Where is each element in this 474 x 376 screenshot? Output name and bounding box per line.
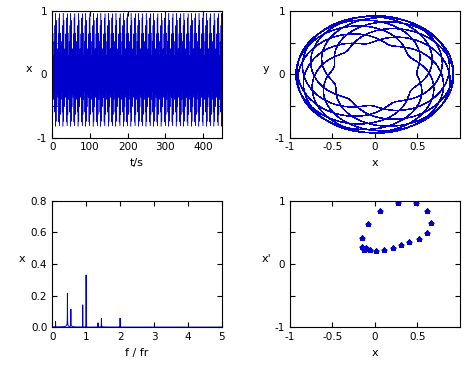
X-axis label: t/s: t/s [130,158,144,168]
X-axis label: f / fr: f / fr [126,347,149,358]
Y-axis label: x: x [25,64,32,74]
Y-axis label: y: y [263,64,270,74]
X-axis label: x: x [372,347,378,358]
Y-axis label: x: x [19,254,26,264]
X-axis label: x: x [372,158,378,168]
Y-axis label: x': x' [262,254,271,264]
